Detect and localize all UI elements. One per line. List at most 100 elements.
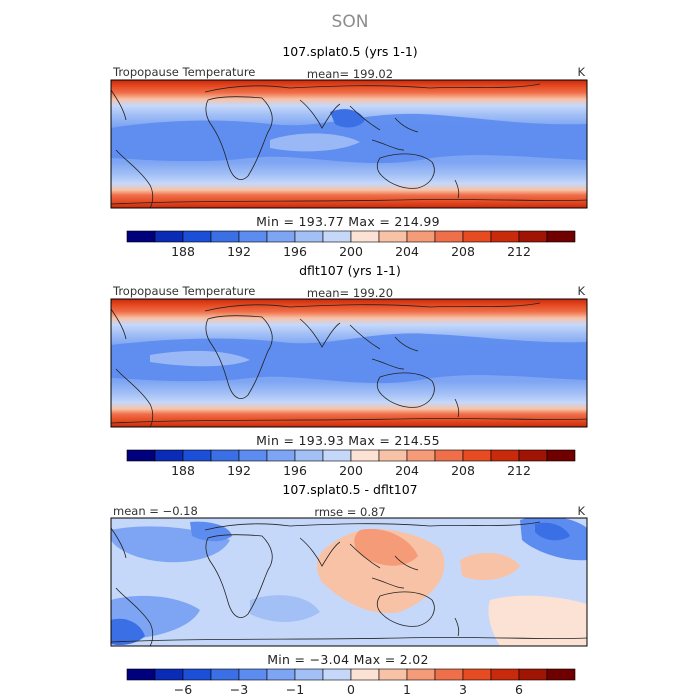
panel-3-colorbar-swatch-13 bbox=[490, 668, 520, 681]
panel-2-colorbar bbox=[126, 449, 576, 462]
panel-3-colorbar-swatch-12 bbox=[462, 668, 492, 681]
panel-1-tick-0: 188 bbox=[171, 244, 195, 259]
panel-3-minmax: Min = −3.04 Max = 2.02 bbox=[267, 652, 429, 667]
panel-2-tick-2: 196 bbox=[283, 463, 307, 478]
panel-1-map bbox=[111, 80, 587, 208]
panel-1-tick-1: 192 bbox=[227, 244, 251, 259]
panel-3-light-red-east bbox=[488, 595, 587, 646]
panel-2-frame bbox=[110, 298, 588, 428]
panel-3-coast-americas bbox=[111, 527, 154, 646]
panel-2-colorbar-swatch-1 bbox=[154, 449, 184, 462]
panel-2: dflt107 (yrs 1-1) Tropopause Temperature… bbox=[110, 263, 588, 478]
panel-2-coast-americas bbox=[111, 308, 154, 427]
panel-3-title: 107.splat0.5 - dflt107 bbox=[282, 482, 417, 497]
panel-3-colorbar-swatch-10 bbox=[406, 668, 436, 681]
panel-3-tick-2: −1 bbox=[286, 682, 304, 697]
panel-1-colorbar-swatch-5 bbox=[266, 230, 296, 243]
panel-2-mean-label: mean= 199.20 bbox=[307, 286, 393, 300]
panel-3-colorbar-swatch-4 bbox=[238, 668, 268, 681]
panel-3-colorbar-swatch-14 bbox=[518, 668, 548, 681]
panel-3-coast-africa bbox=[205, 534, 273, 618]
panel-1-colorbar-swatch-1 bbox=[154, 230, 184, 243]
panel-3-tick-6: 6 bbox=[515, 682, 523, 697]
panel-3-units-label: K bbox=[577, 504, 585, 518]
panel-2-minmax: Min = 193.93 Max = 214.55 bbox=[256, 433, 440, 448]
panel-3-coast-australia bbox=[376, 591, 435, 627]
panel-2-light-band bbox=[150, 350, 250, 367]
panel-1-colorbar-swatch-11 bbox=[434, 230, 464, 243]
panel-2-colorbar-swatch-3 bbox=[210, 449, 240, 462]
panel-2-colorbar-swatch-5 bbox=[266, 449, 296, 462]
panel-1-units-label: K bbox=[577, 65, 585, 79]
panel-3-colorbar-swatch-9 bbox=[378, 668, 408, 681]
panel-3-red-core-asia bbox=[354, 528, 418, 566]
panel-1-coldest-patch bbox=[330, 109, 365, 128]
panel-3-coast-antarctica bbox=[111, 637, 587, 643]
panel-2-colorbar-swatch-6 bbox=[294, 449, 324, 462]
panel-3-tick-1: −3 bbox=[230, 682, 248, 697]
panel-3-coast-india bbox=[299, 537, 341, 567]
panel-1-colorbar-swatch-12 bbox=[462, 230, 492, 243]
panel-1-coast-india bbox=[299, 99, 341, 129]
panel-1-variable-label: Tropopause Temperature bbox=[112, 65, 255, 79]
panel-3-red-patch-ocean bbox=[460, 552, 520, 581]
panel-1-tick-4: 204 bbox=[395, 244, 419, 259]
panel-3-coast-europe bbox=[204, 521, 541, 531]
panel-2-colorbar-swatch-7 bbox=[322, 449, 352, 462]
panel-1: 107.splat0.5 (yrs 1-1) Tropopause Temper… bbox=[110, 44, 588, 259]
panel-1-coast-antarctica bbox=[111, 199, 587, 205]
season-title: SON bbox=[332, 12, 369, 32]
panel-2-units-label: K bbox=[577, 284, 585, 298]
panel-2-coast-africa bbox=[205, 315, 273, 399]
panel-3-blue-patch-corner bbox=[111, 618, 145, 646]
panel-1-colorbar bbox=[126, 230, 576, 243]
panel-2-colorbar-swatch-13 bbox=[490, 449, 520, 462]
panel-3-coastlines bbox=[111, 521, 587, 646]
panel-1-colorbar-swatch-10 bbox=[406, 230, 436, 243]
panel-1-colorbar-swatch-14 bbox=[518, 230, 548, 243]
panel-2-cold-core bbox=[111, 333, 587, 384]
panel-1-mean-label: mean= 199.02 bbox=[307, 67, 393, 81]
panel-1-colorbar-swatch-9 bbox=[378, 230, 408, 243]
panel-3-coast-seasia bbox=[349, 543, 419, 589]
panel-2-map bbox=[111, 299, 587, 427]
panel-3-colorbar-swatch-2 bbox=[182, 668, 212, 681]
panel-3-colorbar-ticks: −6 −3 −1 0 1 3 6 bbox=[174, 682, 523, 697]
panel-3-map bbox=[111, 518, 587, 646]
panel-3-colorbar-swatch-15 bbox=[546, 668, 576, 681]
panel-1-colorbar-swatch-7 bbox=[322, 230, 352, 243]
panel-1-frame bbox=[110, 79, 588, 209]
panel-3-frame bbox=[110, 517, 588, 647]
panel-1-colorbar-swatch-8 bbox=[350, 230, 380, 243]
panel-3-colorbar bbox=[126, 668, 576, 681]
panel-1-coast-newzealand bbox=[454, 179, 460, 199]
panel-1-colorbar-swatch-4 bbox=[238, 230, 268, 243]
panel-1-colorbar-ticks: 188 192 196 200 204 208 212 bbox=[171, 244, 531, 259]
panel-1-coast-africa bbox=[205, 96, 273, 180]
panel-1-colorbar-swatch-2 bbox=[182, 230, 212, 243]
panel-3-colorbar-swatch-3 bbox=[210, 668, 240, 681]
panel-3-tick-4: 1 bbox=[403, 682, 411, 697]
panel-3-dark-patch-east bbox=[535, 522, 570, 541]
panel-1-tick-6: 212 bbox=[507, 244, 531, 259]
panel-1-minmax: Min = 193.77 Max = 214.99 bbox=[256, 214, 440, 229]
panel-1-light-band bbox=[270, 133, 360, 152]
panel-2-colorbar-swatch-10 bbox=[406, 449, 436, 462]
panel-3-coast-newzealand bbox=[454, 617, 460, 637]
panel-1-coastlines bbox=[111, 83, 587, 208]
panel-2-tick-1: 192 bbox=[227, 463, 251, 478]
panel-2-coastlines bbox=[111, 302, 587, 427]
panel-1-coast-americas bbox=[111, 89, 154, 208]
panel-1-title: 107.splat0.5 (yrs 1-1) bbox=[282, 44, 417, 59]
panel-3-colorbar-swatch-5 bbox=[266, 668, 296, 681]
panel-1-colorbar-swatch-3 bbox=[210, 230, 240, 243]
panel-1-colorbar-swatch-13 bbox=[490, 230, 520, 243]
panel-1-coast-australia bbox=[376, 153, 435, 189]
panel-2-colorbar-swatch-12 bbox=[462, 449, 492, 462]
panel-3-colorbar-swatch-7 bbox=[322, 668, 352, 681]
panel-2-title: dflt107 (yrs 1-1) bbox=[299, 263, 401, 278]
panel-1-tick-2: 196 bbox=[283, 244, 307, 259]
panel-1-tick-5: 208 bbox=[451, 244, 475, 259]
panel-1-coast-europe bbox=[204, 83, 541, 93]
